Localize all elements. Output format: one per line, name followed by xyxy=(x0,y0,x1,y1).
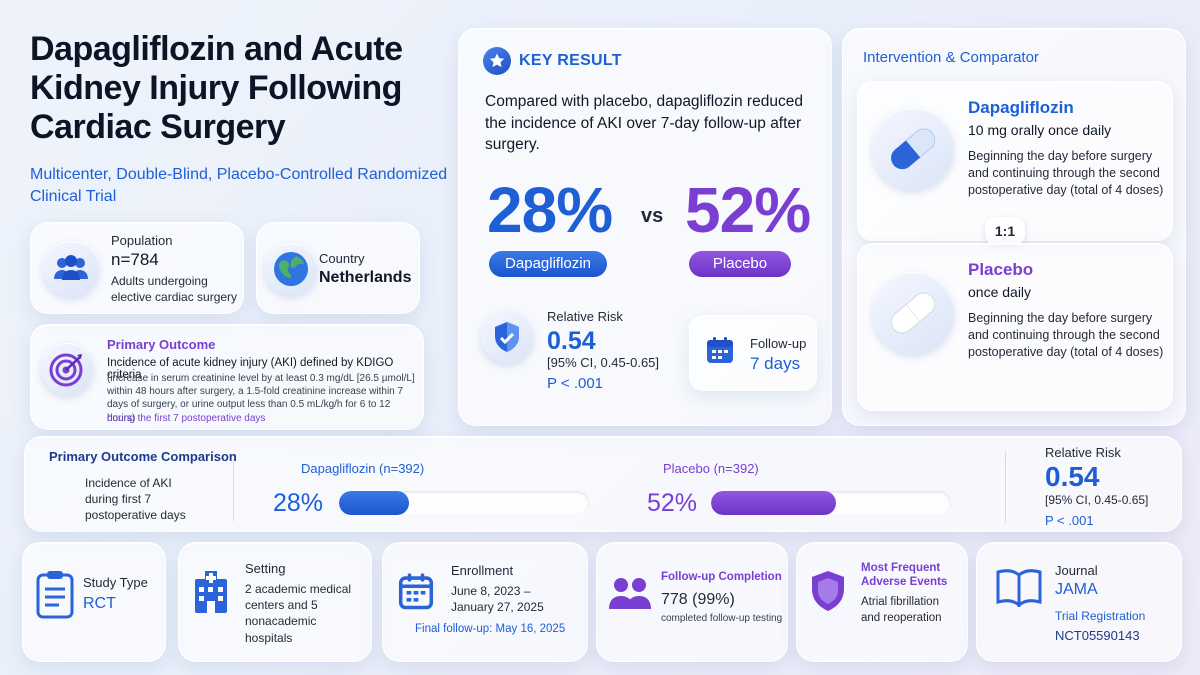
key-result-label: KEY RESULT xyxy=(519,52,622,69)
enrollment-calendar-icon xyxy=(397,571,435,616)
adverse-events-card: Most Frequent Adverse Events Atrial fibr… xyxy=(796,542,968,662)
journal-value: JAMA xyxy=(1055,581,1098,598)
placebo-arm-desc: Beginning the day before surgery and con… xyxy=(968,311,1164,359)
study-type-value: RCT xyxy=(83,595,116,612)
intervention-header: Intervention & Comparator xyxy=(863,49,1039,66)
rr-divider xyxy=(1005,451,1006,523)
placebo-arm-card: Placebo once daily Beginning the day bef… xyxy=(857,243,1173,411)
key-result-card: KEY RESULT Compared with placebo, dapagl… xyxy=(458,28,832,426)
ratio-badge: 1:1 xyxy=(985,217,1025,245)
shield-icon xyxy=(481,311,533,363)
setting-card: Setting 2 academic medical centers and 5… xyxy=(178,542,372,662)
comp-placebo-pct: 52% xyxy=(647,489,698,517)
kr-rr-label: Relative Risk xyxy=(547,309,623,324)
followup-completion-desc: completed follow-up testing xyxy=(661,613,783,624)
followup-completion-label: Follow-up Completion xyxy=(661,571,782,583)
calendar-icon xyxy=(704,334,736,371)
enrollment-card: Enrollment June 8, 2023 – January 27, 20… xyxy=(382,542,588,662)
enrollment-final: Final follow-up: May 16, 2025 xyxy=(415,623,566,635)
star-icon xyxy=(483,47,511,75)
participants-icon xyxy=(607,573,653,618)
adverse-label: Most Frequent Adverse Events xyxy=(861,562,948,589)
country-value: Netherlands xyxy=(319,269,412,286)
target-icon xyxy=(41,343,93,395)
primary-outcome-label: Primary Outcome xyxy=(107,337,216,352)
placebo-percent: 52% xyxy=(685,174,811,246)
primary-outcome-card: Primary Outcome Incidence of acute kidne… xyxy=(30,324,424,430)
pill-icon xyxy=(872,272,954,354)
followup-completion-card: Follow-up Completion 778 (99%) completed… xyxy=(596,542,788,662)
dapa-percent: 28% xyxy=(487,174,613,246)
kr-rr-p: P < .001 xyxy=(547,375,604,392)
primary-outcome-text: Incidence of acute kidney injury (AKI) d… xyxy=(107,357,394,381)
comparison-card: Primary Outcome Comparison Incidence of … xyxy=(24,436,1182,532)
comparison-header: Primary Outcome Comparison xyxy=(49,449,237,464)
country-card: Country Netherlands xyxy=(256,222,420,314)
vs-label: vs xyxy=(641,205,664,227)
setting-value: 2 academic medical centers and 5 nonacad… xyxy=(245,582,352,645)
primary-outcome-detail: (increase in serum creatinine level by a… xyxy=(107,373,415,424)
study-type-label: Study Type xyxy=(83,575,148,590)
page-title: Dapagliflozin and Acute Kidney Injury Fo… xyxy=(30,30,403,147)
trial-reg-value: NCT05590143 xyxy=(1055,628,1140,643)
placebo-arm-name: Placebo xyxy=(968,260,1034,279)
adverse-shield-icon xyxy=(809,569,847,618)
followup-card: Follow-up 7 days xyxy=(689,315,817,391)
comp-placebo-label: Placebo (n=392) xyxy=(663,461,759,476)
population-card: Population n=784 Adults undergoing elect… xyxy=(30,222,244,314)
study-type-card: Study Type RCT xyxy=(22,542,166,662)
journal-label: Journal xyxy=(1055,563,1098,578)
country-label: Country xyxy=(319,251,365,266)
key-result-text: Compared with placebo, dapagliflozin red… xyxy=(485,93,803,154)
kr-rr-value: 0.54 xyxy=(547,327,596,355)
page-subtitle: Multicenter, Double-Blind, Placebo-Contr… xyxy=(30,166,448,205)
trial-reg-label: Trial Registration xyxy=(1055,609,1146,623)
enrollment-value: June 8, 2023 – January 27, 2025 xyxy=(451,584,544,615)
setting-label: Setting xyxy=(245,561,286,576)
dapa-arm-name: Dapagliflozin xyxy=(968,98,1074,117)
comp-dapa-pct: 28% xyxy=(273,489,324,517)
comp-rr-ci: [95% CI, 0.45-0.65] xyxy=(1045,493,1149,507)
enrollment-label: Enrollment xyxy=(451,563,514,578)
comp-rr-label: Relative Risk xyxy=(1045,445,1121,460)
hospital-icon xyxy=(191,569,231,620)
adverse-value: Atrial fibrillation and reoperation xyxy=(861,596,942,624)
dapa-bar-fill xyxy=(339,491,409,515)
kr-followup-label: Follow-up xyxy=(750,336,807,351)
dapa-arm-desc: Beginning the day before surgery and con… xyxy=(968,149,1164,197)
people-icon xyxy=(43,241,99,297)
dapa-arm-card: Dapagliflozin 10 mg orally once daily Be… xyxy=(857,81,1173,241)
population-n: n=784 xyxy=(111,250,159,269)
journal-card: Journal JAMA Trial Registration NCT05590… xyxy=(976,542,1182,662)
kr-followup-value: 7 days xyxy=(750,354,801,373)
placebo-pill: Placebo xyxy=(689,251,791,277)
placebo-arm-dose: once daily xyxy=(968,284,1032,300)
comparison-desc: Incidence of AKI during first 7 postoper… xyxy=(85,476,186,523)
dapa-bar-track xyxy=(339,491,589,515)
comparison-divider xyxy=(233,459,234,521)
comp-rr-p: P < .001 xyxy=(1045,513,1094,528)
book-icon xyxy=(995,567,1043,612)
primary-outcome-period: during the first 7 postoperative days xyxy=(107,413,266,424)
capsule-icon xyxy=(872,108,954,190)
comp-dapa-label: Dapagliflozin (n=392) xyxy=(301,461,425,476)
population-label: Population xyxy=(111,233,173,248)
dapa-arm-dose: 10 mg orally once daily xyxy=(968,122,1112,138)
clipboard-icon xyxy=(35,569,75,624)
kr-rr-ci: [95% CI, 0.45-0.65] xyxy=(547,355,660,370)
intervention-card: Intervention & Comparator Dapagliflozin … xyxy=(842,28,1186,426)
globe-icon xyxy=(265,243,317,295)
dapa-pill: Dapagliflozin xyxy=(489,251,607,277)
followup-completion-value: 778 (99%) xyxy=(661,591,735,608)
placebo-bar-fill xyxy=(711,491,836,515)
placebo-bar-track xyxy=(711,491,951,515)
comp-rr-value: 0.54 xyxy=(1045,461,1100,492)
population-desc: Adults undergoing elective cardiac surge… xyxy=(111,274,238,305)
